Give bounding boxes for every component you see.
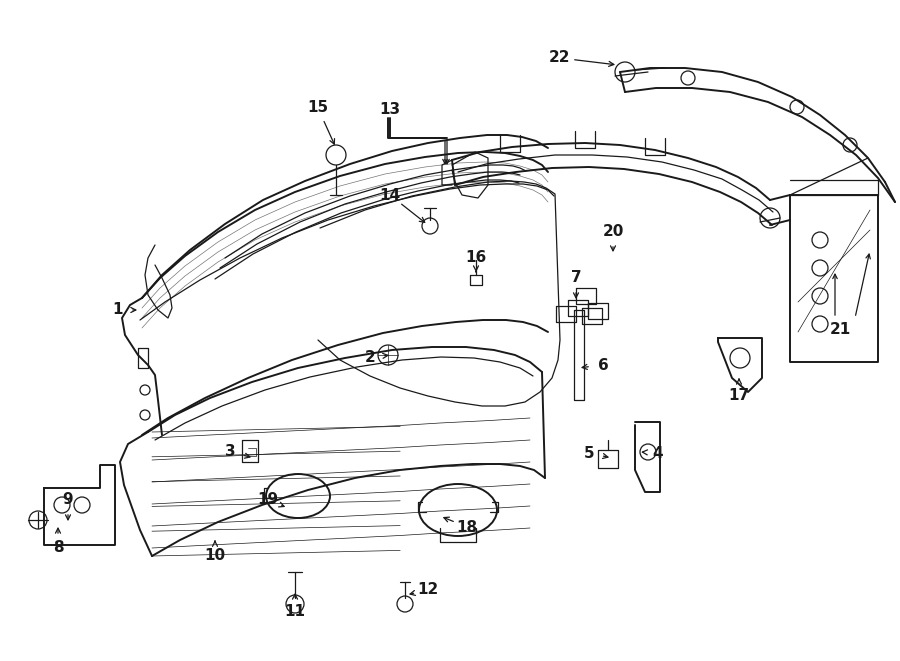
Text: 14: 14 <box>380 188 400 202</box>
Text: 8: 8 <box>53 541 63 555</box>
Text: 12: 12 <box>418 582 438 598</box>
Text: 2: 2 <box>364 350 375 364</box>
Text: 9: 9 <box>63 492 73 508</box>
Text: 18: 18 <box>456 520 478 535</box>
Text: 17: 17 <box>728 387 750 403</box>
Text: 16: 16 <box>465 249 487 264</box>
Text: 21: 21 <box>830 323 850 338</box>
Text: 22: 22 <box>549 50 571 65</box>
Text: 7: 7 <box>571 270 581 286</box>
Text: 11: 11 <box>284 605 305 619</box>
Text: 20: 20 <box>602 225 624 239</box>
Text: 10: 10 <box>204 549 226 563</box>
Text: 6: 6 <box>598 358 608 373</box>
Text: 1: 1 <box>112 303 123 317</box>
Text: 4: 4 <box>652 446 663 461</box>
Text: 3: 3 <box>225 444 235 459</box>
Text: 5: 5 <box>584 446 594 461</box>
Text: 13: 13 <box>380 102 400 118</box>
Text: 19: 19 <box>257 492 279 508</box>
Text: 15: 15 <box>308 100 328 116</box>
